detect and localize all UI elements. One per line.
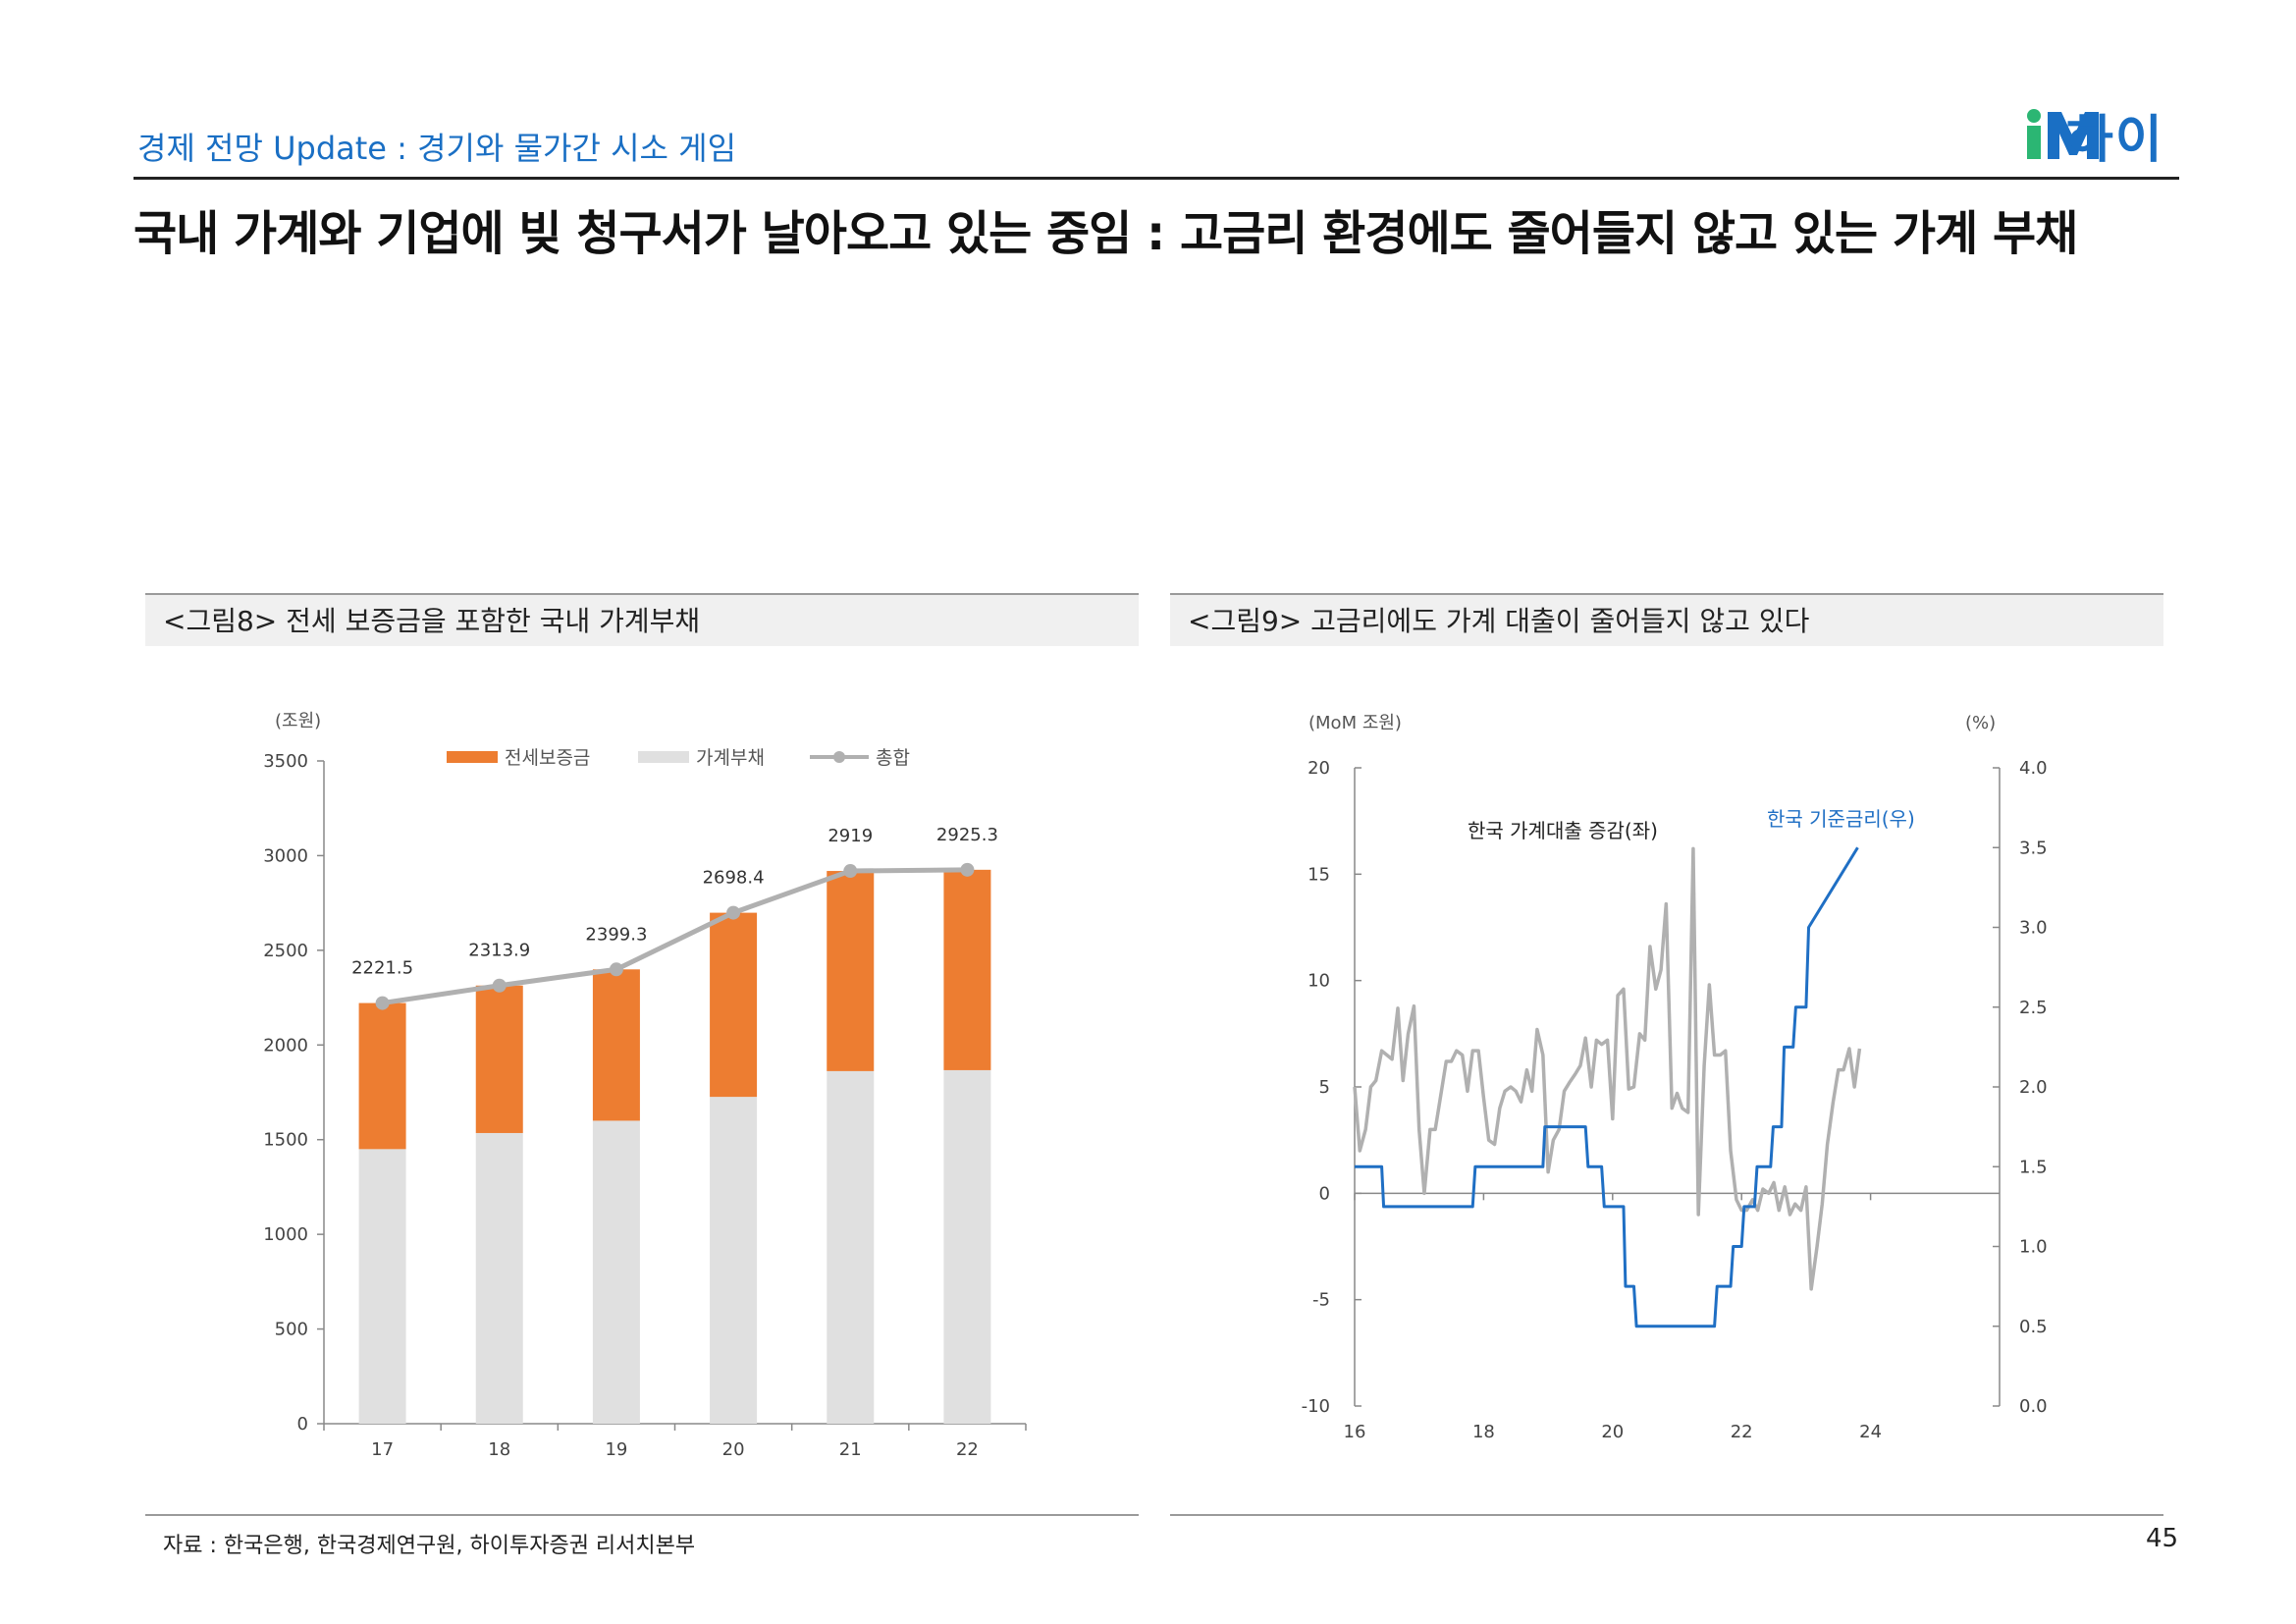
source-note: 자료 : 한국은행, 한국경제연구원, 하이투자증권 리서치본부 (163, 1534, 696, 1558)
legend-swatch-debt (638, 751, 689, 763)
y-tick-label: 3500 (263, 751, 308, 772)
total-point (609, 962, 623, 977)
total-point (375, 996, 390, 1010)
total-data-label: 2698.4 (703, 868, 765, 889)
total-data-label: 2919 (828, 826, 873, 846)
bar-jeonse-deposit (475, 985, 523, 1133)
legend-marker-total (833, 751, 845, 763)
base-rate-line (1355, 846, 1859, 1328)
y-tick-right-label: 2.0 (2019, 1077, 2048, 1098)
bar-household-debt (827, 1070, 875, 1424)
bar-jeonse-deposit (943, 869, 991, 1070)
y-tick-left-label: -5 (1312, 1290, 1330, 1311)
total-point (960, 862, 975, 877)
y-tick-left-label: 0 (1319, 1183, 1330, 1204)
report-subtitle: 경제 전망 Update : 경기와 물가간 시소 게임 (137, 130, 737, 167)
total-data-label: 2925.3 (936, 825, 998, 845)
y-tick-left-label: 20 (1308, 758, 1330, 779)
footer-divider-right (1170, 1514, 2163, 1516)
total-point (726, 905, 741, 920)
total-point (492, 978, 507, 993)
legend-label-jeonse: 전세보증금 (505, 747, 590, 769)
header-divider (133, 177, 2179, 180)
legend-swatch-jeonse (447, 751, 498, 763)
total-data-label: 2221.5 (351, 958, 413, 979)
bar-household-debt (358, 1149, 406, 1424)
x-tick-label: 24 (1859, 1422, 1882, 1442)
x-tick-label: 18 (1472, 1422, 1495, 1442)
legend-label-total: 총합 (876, 747, 910, 769)
y-tick-label: 0 (297, 1414, 308, 1435)
x-tick-label: 21 (839, 1439, 862, 1460)
x-tick-label: 22 (956, 1439, 979, 1460)
page-title: 국내 가계와 기업에 빚 청구서가 날아오고 있는 중임 : 고금리 환경에도 … (133, 206, 2078, 261)
x-tick-label: 20 (722, 1439, 745, 1460)
x-tick-label: 18 (488, 1439, 510, 1460)
annotation-household-loan: 한국 가계대출 증감(좌) (1468, 819, 1658, 842)
bar-jeonse-deposit (827, 871, 875, 1071)
y-tick-left-label: 15 (1308, 864, 1330, 885)
bar-household-debt (592, 1120, 640, 1424)
bar-household-debt (710, 1097, 758, 1424)
legend-label-debt: 가계부채 (696, 747, 765, 769)
figure8-bar-chart: (조원) 0 500 1000 1500 2000 2500 3000 3500 17 18 19 20… (263, 711, 1027, 1460)
y-tick-right-label: 2.5 (2019, 998, 2048, 1018)
total-data-label: 2399.3 (585, 924, 647, 945)
y-tick-right-label: 1.0 (2019, 1237, 2048, 1258)
y-tick-left-label: 10 (1308, 971, 1330, 992)
bar-household-debt (943, 1069, 991, 1424)
y-tick-right-label: 0.0 (2019, 1396, 2048, 1417)
total-point (843, 864, 858, 879)
x-tick-label: 19 (605, 1439, 627, 1460)
y-tick-label: 1500 (263, 1130, 308, 1151)
figure9-caption: <그림9> 고금리에도 가계 대출이 줄어들지 않고 있다 (1170, 593, 2163, 646)
logo-text: 하이 (2066, 111, 2164, 170)
annotation-base-rate: 한국 기준금리(우) (1767, 807, 1915, 831)
y-tick-right-label: 1.5 (2019, 1157, 2048, 1177)
x-tick-label: 17 (371, 1439, 394, 1460)
y-axis-left-title: (MoM 조원) (1308, 713, 1402, 733)
y-tick-right-label: 3.0 (2019, 918, 2048, 939)
bar-jeonse-deposit (710, 912, 758, 1098)
figure9-line-chart: (MoM 조원) (%) -10 -5 0 5 10 15 20 0.0 0.5 1.0 1.5 2.0 2… (1302, 713, 2048, 1442)
household-loan-change-line (1353, 846, 1862, 1291)
y-tick-right-label: 3.5 (2019, 838, 2048, 858)
y-tick-label: 3000 (263, 845, 308, 866)
x-tick-label: 22 (1731, 1422, 1753, 1442)
im-logo-icon (2027, 109, 2099, 159)
y-tick-right-label: 4.0 (2019, 758, 2048, 779)
y-tick-left-label: -10 (1302, 1396, 1330, 1417)
page-number: 45 (2146, 1524, 2179, 1553)
bar-household-debt (475, 1132, 523, 1424)
y-tick-right-label: 0.5 (2019, 1317, 2048, 1337)
total-data-label: 2313.9 (468, 941, 530, 961)
y-tick-label: 500 (275, 1320, 308, 1340)
bar-jeonse-deposit (358, 1002, 406, 1150)
y-axis-title: (조원) (275, 711, 321, 731)
y-tick-label: 2000 (263, 1035, 308, 1056)
x-tick-label: 20 (1601, 1422, 1624, 1442)
y-axis-right-title: (%) (1965, 713, 1996, 733)
total-line (382, 867, 968, 1006)
y-tick-left-label: 5 (1319, 1077, 1330, 1098)
x-tick-label: 16 (1344, 1422, 1366, 1442)
footer-divider-left (145, 1514, 1139, 1516)
y-tick-label: 1000 (263, 1224, 308, 1245)
y-tick-label: 2500 (263, 941, 308, 961)
figure8-caption: <그림8> 전세 보증금을 포함한 국내 가계부채 (145, 593, 1139, 646)
bar-jeonse-deposit (592, 969, 640, 1121)
